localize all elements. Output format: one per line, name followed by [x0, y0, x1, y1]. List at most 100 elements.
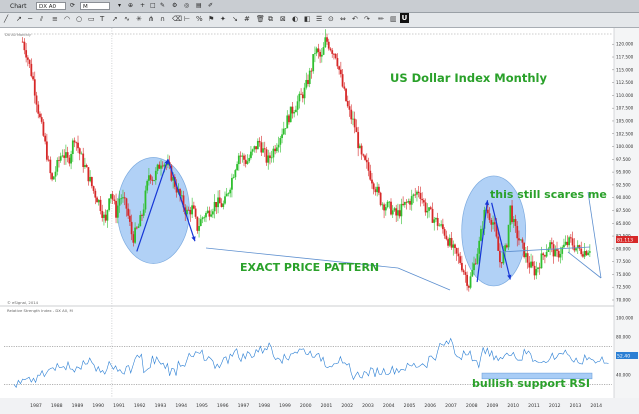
price-grid [4, 28, 612, 398]
support-trendline [499, 246, 591, 253]
arrow-up-right [476, 200, 490, 283]
price-candle [571, 231, 574, 250]
price-candle [324, 29, 327, 48]
price-candle [538, 262, 541, 275]
ray-tool-icon[interactable]: ↗ [16, 15, 22, 23]
price-candle [575, 248, 577, 252]
cycle-tool-icon[interactable]: ∿ [124, 15, 130, 23]
settings-icon[interactable]: ⚙ [172, 2, 178, 9]
line-width-icon[interactable]: ☰ [316, 15, 323, 23]
price-candle [253, 145, 256, 153]
hide-drawing-icon[interactable]: ◐ [292, 15, 299, 23]
gann-tool-icon[interactable]: ✳ [136, 15, 142, 23]
palette-icon[interactable]: ▥ [390, 15, 397, 23]
price-candle [189, 206, 192, 222]
alert-icon[interactable]: ◎ [184, 2, 190, 9]
price-candle [241, 152, 244, 163]
price-candle [104, 209, 107, 223]
price-candle [426, 203, 429, 219]
pitchfork-tool-icon[interactable]: ⋔ [148, 15, 154, 23]
price-candle [148, 167, 150, 186]
measure-icon[interactable]: ⇔ [340, 15, 346, 23]
price-candle [343, 82, 346, 91]
lock-icon[interactable]: ▾ [118, 2, 122, 9]
trash-icon[interactable]: 🗑 [256, 15, 265, 23]
interval-field[interactable]: M [80, 2, 110, 10]
price-candle [537, 266, 539, 273]
star-tool-icon[interactable]: ✦ [220, 15, 226, 23]
window-tab-label[interactable]: Chart [10, 3, 27, 10]
copy-icon[interactable]: ⧉ [268, 15, 273, 23]
arrow-tool-icon[interactable]: ➚ [112, 15, 118, 23]
price-candle [412, 193, 415, 204]
price-candle [44, 132, 47, 145]
horizontal-line-icon[interactable]: ─ [28, 15, 33, 23]
price-candle [196, 216, 199, 234]
magnet-icon[interactable]: ∩ [160, 15, 166, 23]
year-tick-label: 2009 [487, 403, 499, 409]
percent-tool-icon[interactable]: % [196, 15, 203, 23]
price-candle [530, 253, 532, 269]
price-candle [255, 146, 258, 153]
year-tick-label: 2012 [549, 403, 561, 409]
price-tick-label: 77.500 [616, 259, 631, 264]
flag-tool-icon[interactable]: ⚑ [208, 15, 215, 23]
price-tick-label: 70.000 [616, 298, 631, 303]
symbol-field[interactable]: DX A0 [36, 2, 66, 10]
snap-icon[interactable]: ⊙ [328, 15, 334, 23]
refresh-icon[interactable]: ⟳ [70, 2, 76, 9]
line-tool-icon[interactable]: ╱ [4, 15, 9, 23]
price-candle [540, 246, 543, 269]
redo-icon[interactable]: ↷ [364, 15, 370, 23]
price-candle [421, 192, 424, 204]
template-icon[interactable]: ▤ [196, 2, 202, 9]
price-candle [250, 145, 252, 160]
grid-tool-icon[interactable]: # [244, 15, 250, 23]
price-candle [288, 113, 290, 125]
price-tick-label: 95.000 [616, 170, 631, 175]
edit-icon[interactable]: ✎ [160, 2, 166, 9]
arc-tool-icon[interactable]: ◠ [64, 15, 71, 23]
price-candle [303, 82, 306, 105]
crosshair-icon[interactable]: + [140, 2, 146, 9]
price-candle [488, 207, 491, 223]
square-icon[interactable]: □ [150, 2, 156, 9]
pencil-icon[interactable]: ✏ [378, 15, 384, 23]
ruler-tool-icon[interactable]: ⊢ [184, 15, 191, 23]
price-candle [334, 53, 337, 60]
year-tick-label: 1994 [175, 403, 187, 409]
price-candle [229, 187, 232, 198]
undo-icon[interactable]: ↶ [352, 15, 358, 23]
lock-drawing-icon[interactable]: ⊠ [280, 15, 286, 23]
window-titlebar: Chart DX A0 ⟳ M ▾ ⊕ + □ ✎ ⚙ ◎ ▤ ✐ [0, 0, 639, 13]
text-tool-icon[interactable]: T [100, 15, 105, 23]
color-picker-icon[interactable]: ◧ [304, 15, 311, 23]
price-candle [132, 231, 135, 247]
price-candle [545, 244, 548, 258]
price-candle [445, 230, 448, 241]
brand-icon[interactable]: U [400, 13, 409, 23]
price-candle [362, 153, 365, 158]
price-candle [301, 91, 304, 103]
price-candle [156, 163, 159, 175]
draw-icon[interactable]: ✐ [208, 2, 214, 9]
price-candle [237, 153, 240, 171]
eraser-icon[interactable]: ⌫ [172, 15, 182, 23]
price-candle [544, 254, 546, 264]
ellipse-tool-icon[interactable]: ○ [76, 15, 83, 23]
price-candle [142, 203, 145, 219]
fib-tool-icon[interactable]: ≡ [52, 15, 58, 23]
price-candle [141, 213, 143, 222]
price-candle [258, 137, 261, 147]
price-candle [360, 143, 363, 160]
trend-tool-icon[interactable]: ↘ [232, 15, 238, 23]
price-candle [417, 185, 420, 198]
price-candle [103, 211, 105, 226]
price-tick-label: 115.000 [616, 67, 634, 72]
rectangle-tool-icon[interactable]: ▭ [88, 15, 95, 23]
channel-tool-icon[interactable]: ⫽ [40, 15, 44, 23]
price-candle [146, 179, 149, 194]
price-candle [441, 218, 444, 234]
year-tick-label: 1995 [196, 403, 208, 409]
zoom-in-icon[interactable]: ⊕ [128, 2, 134, 9]
